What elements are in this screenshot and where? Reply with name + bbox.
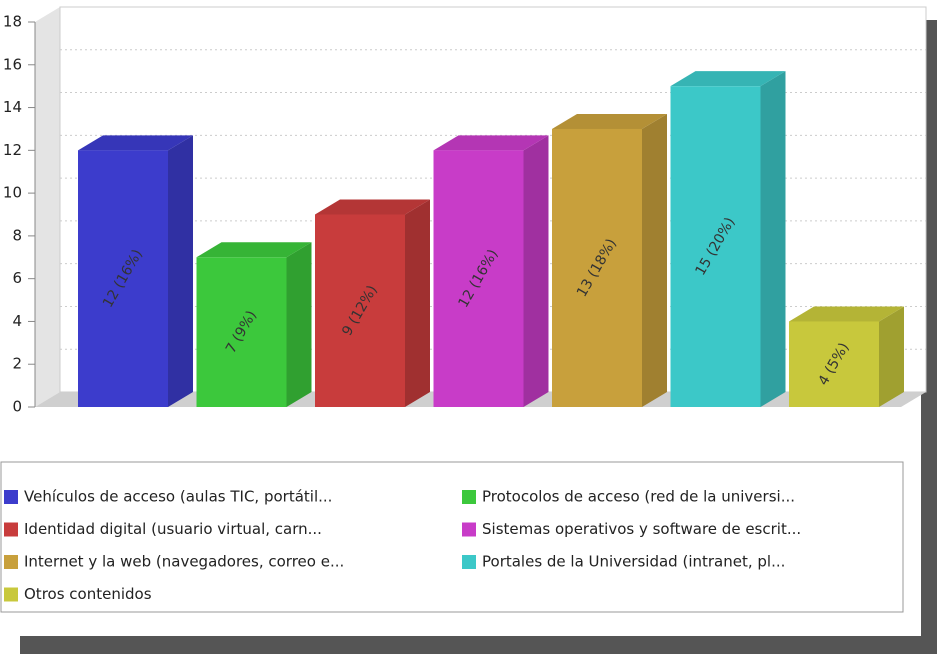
bar-side xyxy=(523,135,549,408)
legend-label: Vehículos de acceso (aulas TIC, portátil… xyxy=(24,488,332,506)
y-tick-label: 16 xyxy=(3,55,22,73)
y-tick-label: 8 xyxy=(12,226,22,244)
bar-side xyxy=(286,242,312,407)
bar xyxy=(789,321,879,407)
legend-label: Portales de la Universidad (intranet, pl… xyxy=(482,553,785,571)
legend-label: Otros contenidos xyxy=(24,585,152,603)
y-tick-label: 4 xyxy=(12,312,22,330)
bar-top xyxy=(670,71,786,87)
bar-top xyxy=(433,135,549,151)
legend xyxy=(0,461,904,613)
y-tick-label: 6 xyxy=(12,269,22,287)
y-tick-label: 18 xyxy=(3,13,22,31)
bar xyxy=(670,86,761,408)
legend-label: Identidad digital (usuario virtual, carn… xyxy=(24,520,322,538)
bar-side xyxy=(879,306,904,407)
bar-side xyxy=(168,135,193,408)
bar xyxy=(78,150,168,408)
bar-top xyxy=(315,199,430,215)
bar xyxy=(196,257,287,407)
bar xyxy=(315,214,405,407)
legend-swatch xyxy=(4,522,18,537)
legend-label: Internet y la web (navegadores, correo e… xyxy=(24,553,344,571)
y-tick-label: 14 xyxy=(3,98,22,116)
bar-side xyxy=(760,71,786,408)
legend-swatch xyxy=(462,522,476,537)
y-tick-label: 2 xyxy=(12,355,22,373)
bar-top xyxy=(789,306,904,322)
legend-swatch xyxy=(462,490,476,504)
y-tick-label: 10 xyxy=(3,184,22,202)
legend-swatch xyxy=(4,587,18,602)
bar xyxy=(552,128,642,407)
legend-swatch xyxy=(462,555,476,569)
side-wall xyxy=(35,7,60,407)
legend-label: Sistemas operativos y software de escrit… xyxy=(482,520,801,538)
bar-top xyxy=(196,242,312,258)
legend-swatch xyxy=(4,490,18,504)
bar-side xyxy=(405,199,430,407)
y-tick-label: 12 xyxy=(3,141,22,159)
bar-top xyxy=(78,135,193,151)
bar-top xyxy=(552,113,667,129)
bar-side xyxy=(642,113,667,407)
y-tick-label: 0 xyxy=(12,398,22,416)
legend-swatch xyxy=(4,555,18,569)
legend-label: Protocolos de acceso (red de la universi… xyxy=(482,488,795,506)
bar xyxy=(433,150,524,408)
